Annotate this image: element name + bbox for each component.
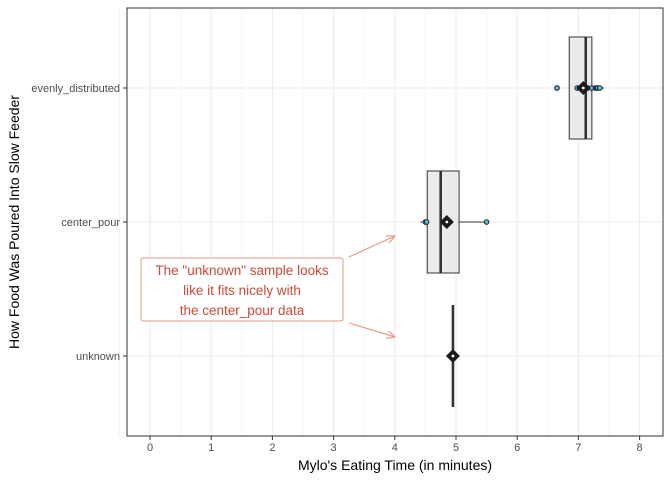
annotation-arrowhead bbox=[385, 235, 397, 244]
y-axis-title: How Food Was Poured Into Slow Feeder bbox=[6, 95, 22, 349]
x-tick-label: 4 bbox=[392, 442, 398, 454]
x-axis-ticks: 0 1 2 3 4 5 6 7 8 bbox=[147, 436, 643, 454]
y-tick-label: center_pour bbox=[61, 217, 120, 229]
boxplot-evenly_distributed bbox=[554, 36, 605, 140]
x-tick-label: 7 bbox=[575, 442, 581, 454]
data-point bbox=[423, 219, 430, 225]
annotation-arrowhead bbox=[386, 330, 397, 339]
x-tick-label: 1 bbox=[208, 442, 214, 454]
annotation-arrow bbox=[348, 322, 396, 338]
y-tick-label: evenly_distributed bbox=[31, 83, 120, 95]
mean-marker-dot bbox=[451, 354, 455, 358]
annotation-line: The "unknown" sample looks bbox=[155, 263, 328, 278]
x-tick-label: 3 bbox=[331, 442, 337, 454]
y-tick-label: unknown bbox=[76, 351, 120, 363]
mean-marker-dot bbox=[581, 86, 585, 90]
annotation-arrow bbox=[348, 235, 396, 258]
x-tick-label: 2 bbox=[269, 442, 275, 454]
annotation-line: like it fits nicely with bbox=[183, 283, 301, 298]
data-point bbox=[483, 219, 490, 225]
x-tick-label: 8 bbox=[637, 442, 643, 454]
x-tick-label: 0 bbox=[147, 442, 153, 454]
annotation-box bbox=[140, 257, 344, 322]
x-tick-label: 6 bbox=[514, 442, 520, 454]
mean-marker-dot bbox=[445, 220, 449, 224]
gridlines bbox=[119, 8, 663, 436]
annotation-line: the center_pour data bbox=[180, 303, 305, 318]
x-tick-label: 5 bbox=[453, 442, 459, 454]
boxplot-unknown bbox=[445, 305, 460, 407]
data-point bbox=[597, 85, 603, 91]
boxplots bbox=[420, 36, 605, 407]
boxplot-center_pour bbox=[420, 170, 490, 274]
data-point bbox=[554, 85, 560, 91]
x-axis-title: Mylo's Eating Time (in minutes) bbox=[298, 457, 492, 473]
annotation: The "unknown" sample looks like it fits … bbox=[140, 235, 397, 339]
